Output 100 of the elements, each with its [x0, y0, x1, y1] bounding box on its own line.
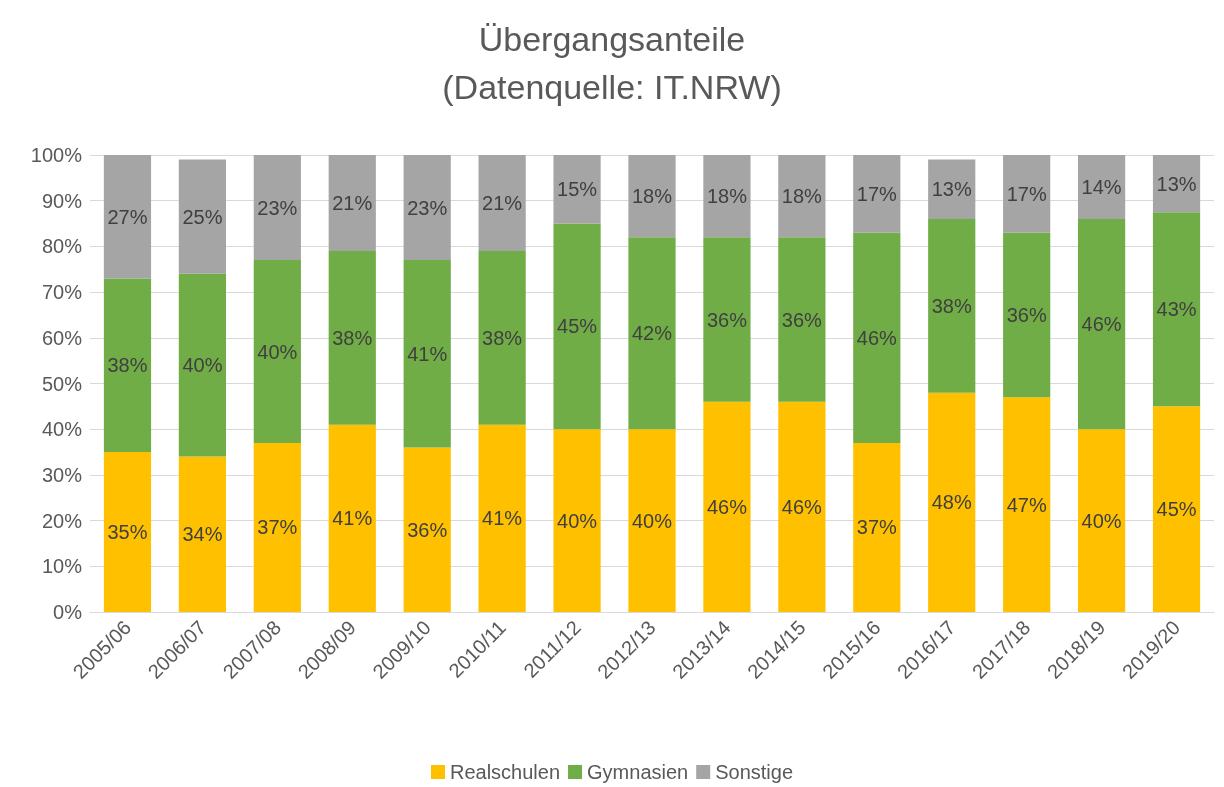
data-label: 23% [407, 196, 448, 219]
bar [478, 424, 526, 612]
data-label: 41% [332, 507, 373, 530]
data-label: 42% [631, 322, 673, 345]
data-label: 43% [1156, 298, 1197, 321]
y-tick-label: 90% [41, 189, 83, 212]
y-tick-label: 40% [41, 418, 83, 441]
data-label: 17% [856, 182, 898, 205]
bar [703, 155, 751, 238]
data-label: 36% [1006, 303, 1047, 326]
bar [928, 392, 976, 612]
data-label: 41% [407, 342, 448, 365]
data-label: 41% [482, 507, 523, 530]
bar [403, 155, 451, 261]
data-label: 18% [631, 185, 673, 208]
data-label: 36% [407, 518, 448, 541]
y-tick-label: 0% [53, 601, 83, 623]
bar [703, 401, 751, 612]
y-tick-label: 100% [30, 144, 83, 166]
bar [103, 452, 152, 612]
data-label: 37% [856, 516, 898, 539]
y-tick-label: 30% [41, 463, 83, 486]
bar [403, 260, 451, 448]
data-label: 37% [257, 516, 298, 539]
y-tick-label: 60% [41, 326, 83, 349]
bar [628, 155, 676, 238]
data-label: 48% [931, 491, 972, 514]
data-label: 18% [781, 185, 823, 208]
data-label: 14% [1081, 175, 1122, 198]
data-label: 25% [182, 205, 223, 228]
data-label: 15% [557, 178, 598, 201]
bar [1152, 212, 1201, 407]
bar [328, 424, 376, 612]
data-label: 23% [257, 196, 298, 219]
bar [928, 218, 976, 393]
bar [853, 232, 901, 443]
data-label: 21% [332, 191, 373, 214]
bar [478, 155, 526, 251]
data-label: 35% [107, 521, 148, 544]
bar [553, 429, 601, 612]
data-label: 46% [781, 495, 823, 518]
bar [328, 155, 376, 251]
bar [1078, 218, 1126, 430]
data-label: 40% [257, 340, 298, 363]
bar [778, 155, 826, 238]
data-label: 40% [1081, 509, 1122, 532]
bar [853, 442, 901, 612]
data-label: 47% [1006, 493, 1047, 516]
data-label: 46% [1081, 313, 1122, 336]
data-label: 40% [631, 509, 673, 532]
data-label: 45% [557, 315, 598, 338]
data-label: 38% [332, 326, 373, 349]
bar [1003, 232, 1051, 398]
bar [478, 250, 526, 425]
legend-label: Realschulen [449, 761, 561, 783]
bar [628, 237, 676, 430]
bar [778, 401, 826, 612]
bar [103, 278, 152, 453]
data-label: 34% [182, 523, 223, 546]
data-label: 18% [706, 185, 748, 208]
y-tick-label: 80% [41, 235, 83, 258]
y-tick-label: 50% [41, 372, 83, 395]
y-tick-label: 70% [41, 281, 83, 304]
y-tick-label: 20% [41, 509, 83, 532]
bar [328, 250, 376, 425]
bar [1078, 429, 1126, 612]
bar [253, 260, 301, 443]
bar [778, 237, 826, 402]
bar [253, 155, 301, 261]
bar [628, 429, 676, 612]
data-label: 13% [1156, 172, 1197, 195]
bar [1078, 155, 1126, 219]
data-label: 36% [781, 308, 823, 331]
data-label: 17% [1006, 182, 1047, 205]
bar [103, 155, 152, 279]
bar [1003, 397, 1051, 612]
bar [553, 223, 601, 430]
bar [253, 442, 301, 612]
bar [178, 159, 226, 274]
data-label: 38% [107, 354, 148, 377]
legend-label: Sonstige [715, 761, 794, 783]
data-label: 40% [557, 509, 598, 532]
data-label: 38% [931, 294, 972, 317]
data-label: 38% [482, 326, 523, 349]
bar [1152, 406, 1201, 612]
data-label: 45% [1156, 498, 1197, 521]
bar [703, 237, 751, 402]
bar [553, 155, 601, 224]
bar [178, 456, 226, 612]
data-label: 46% [706, 495, 748, 518]
chart-title: Übergangsanteile (Datenquelle: IT.NRW) [442, 20, 782, 106]
bar [178, 273, 226, 457]
data-label: 36% [706, 308, 748, 331]
data-label: 21% [482, 191, 523, 214]
legend-label: Gymnasien [587, 761, 689, 783]
data-label: 46% [856, 326, 898, 349]
data-label: 27% [107, 205, 148, 228]
bar [1003, 155, 1051, 233]
bar [853, 155, 901, 233]
y-tick-label: 10% [41, 555, 83, 578]
